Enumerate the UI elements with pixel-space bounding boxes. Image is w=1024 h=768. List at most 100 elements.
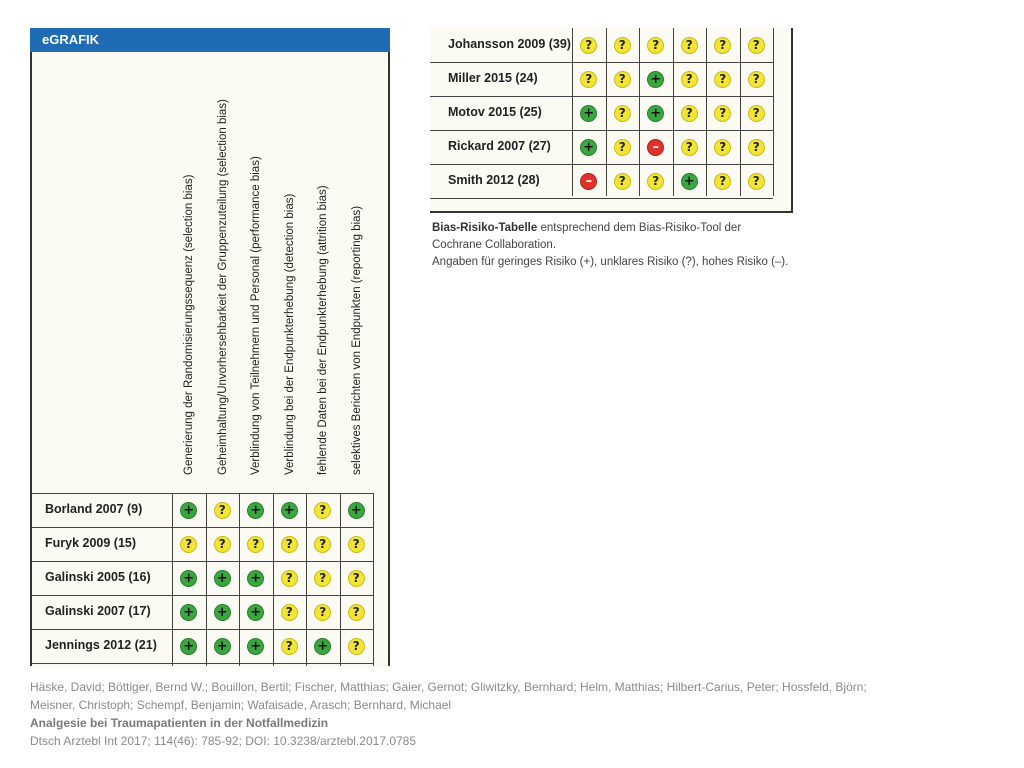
risk-unclear-icon: ? <box>714 138 732 156</box>
study-label: Furyk 2009 (15) <box>45 536 137 550</box>
grid-line <box>739 28 741 196</box>
risk-unclear-icon: ? <box>280 569 298 587</box>
grid-line <box>639 28 640 196</box>
risk-unclear-icon: ? <box>613 70 631 88</box>
risk-plus-icon: + <box>180 637 198 655</box>
grid-line <box>430 164 773 165</box>
column-header: fehlende Daten bei der Endpunkterhebung … <box>317 185 329 475</box>
risk-unclear-icon: ? <box>680 36 698 54</box>
study-label: Johansson 2009 (39) <box>448 37 571 51</box>
grid-line <box>172 493 173 666</box>
study-label: Jennings 2012 (21) <box>45 638 157 652</box>
grid-line <box>32 527 373 528</box>
grid-line <box>272 493 274 666</box>
column-header: Verblindung bei der Endpunkterhebung (de… <box>283 193 296 475</box>
grid-line <box>339 493 341 666</box>
study-label: Smith 2012 (28) <box>448 173 540 187</box>
risk-unclear-icon: ? <box>314 535 332 553</box>
grid-line <box>773 28 774 196</box>
risk-plus-icon: + <box>647 70 665 88</box>
risk-unclear-icon: ? <box>714 172 732 190</box>
study-label: Galinski 2007 (17) <box>45 604 151 618</box>
study-label: Miller 2015 (24) <box>448 71 538 85</box>
risk-unclear-icon: ? <box>314 603 332 621</box>
grid-line <box>32 595 373 596</box>
caption-title: Bias-Risiko-Tabelle <box>432 222 538 234</box>
figure-header: eGRAFIK <box>30 28 390 52</box>
risk-plus-icon: + <box>280 501 298 519</box>
risk-unclear-icon: ? <box>747 172 765 190</box>
caption-text: Cochrane Collaboration. <box>432 239 557 251</box>
study-label: Motov 2015 (25) <box>448 105 542 119</box>
risk-unclear-icon: ? <box>213 501 231 519</box>
panel-border <box>30 52 32 666</box>
risk-plus-icon: + <box>680 172 698 190</box>
grid-line <box>32 561 373 562</box>
grid-line <box>32 493 373 494</box>
risk-plus-icon: + <box>247 637 265 655</box>
column-header-wrap: Verblindung von Teilnehmern und Personal… <box>250 156 262 487</box>
citation-authors: Meisner, Christoph; Schempf, Benjamin; W… <box>30 698 452 712</box>
risk-unclear-icon: ? <box>613 172 631 190</box>
risk-unclear-icon: ? <box>347 637 365 655</box>
column-header-wrap: Generierung der Randomisierungssequenz (… <box>183 175 195 487</box>
risk-plus-icon: + <box>213 637 231 655</box>
risk-unclear-icon: ? <box>747 138 765 156</box>
risk-plus-icon: + <box>347 501 365 519</box>
risk-minus-icon: – <box>647 138 665 156</box>
study-label: Rickard 2007 (27) <box>448 139 551 153</box>
risk-unclear-icon: ? <box>714 104 732 122</box>
figure-caption: Bias-Risiko-Tabelle entsprechend dem Bia… <box>432 220 812 271</box>
risk-unclear-icon: ? <box>314 569 332 587</box>
column-header-wrap: selektives Berichten von Endpunkten (rep… <box>351 206 363 487</box>
risk-plus-icon: + <box>247 603 265 621</box>
column-header-wrap: Geheimhaltung/Unvorhersehbarkeit der Gru… <box>217 99 229 487</box>
risk-unclear-icon: ? <box>747 104 765 122</box>
risk-unclear-icon: ? <box>347 603 365 621</box>
caption-text: entsprechend dem Bias-Risiko-Tool der <box>537 222 742 234</box>
caption-legend: Angaben für geringes Risiko (+), unklare… <box>432 256 789 268</box>
grid-line <box>32 629 373 630</box>
risk-unclear-icon: ? <box>314 501 332 519</box>
risk-unclear-icon: ? <box>347 569 365 587</box>
risk-unclear-icon: ? <box>680 70 698 88</box>
citation-authors: Häske, David; Böttiger, Bernd W.; Bouill… <box>30 680 867 694</box>
column-header: Generierung der Randomisierungssequenz (… <box>183 174 195 475</box>
grid-line <box>672 28 674 196</box>
risk-unclear-icon: ? <box>714 36 732 54</box>
risk-unclear-icon: ? <box>747 36 765 54</box>
citation-reference: Dtsch Arztebl Int 2017; 114(46): 785-92;… <box>30 734 417 748</box>
risk-plus-icon: + <box>580 138 598 156</box>
risk-unclear-icon: ? <box>647 172 665 190</box>
risk-plus-icon: + <box>247 501 265 519</box>
grid-line <box>205 493 207 666</box>
grid-line <box>373 493 374 666</box>
grid-line <box>32 663 373 664</box>
risk-unclear-icon: ? <box>613 138 631 156</box>
citation-footer: Häske, David; Böttiger, Bernd W.; Bouill… <box>30 678 990 750</box>
risk-unclear-icon: ? <box>280 535 298 553</box>
grid-line <box>306 493 307 666</box>
risk-unclear-icon: ? <box>347 535 365 553</box>
risk-plus-icon: + <box>180 603 198 621</box>
grid-line <box>605 28 607 196</box>
risk-unclear-icon: ? <box>280 637 298 655</box>
risk-unclear-icon: ? <box>747 70 765 88</box>
panel-border <box>388 52 390 666</box>
column-header: selektives Berichten von Endpunkten (rep… <box>350 205 363 475</box>
risk-unclear-icon: ? <box>714 70 732 88</box>
risk-minus-icon: – <box>580 172 598 190</box>
risk-plus-icon: + <box>580 104 598 122</box>
risk-unclear-icon: ? <box>580 36 598 54</box>
risk-unclear-icon: ? <box>613 104 631 122</box>
risk-plus-icon: + <box>647 104 665 122</box>
risk-unclear-icon: ? <box>280 603 298 621</box>
citation-title: Analgesie bei Traumapatienten in der Not… <box>30 716 329 730</box>
risk-plus-icon: + <box>180 569 198 587</box>
risk-plus-icon: + <box>213 603 231 621</box>
grid-line <box>430 130 773 131</box>
column-header: Verblindung von Teilnehmern und Personal… <box>250 156 262 475</box>
risk-unclear-icon: ? <box>180 535 198 553</box>
column-header: Geheimhaltung/Unvorhersehbarkeit der Gru… <box>216 99 229 475</box>
risk-plus-icon: + <box>180 501 198 519</box>
